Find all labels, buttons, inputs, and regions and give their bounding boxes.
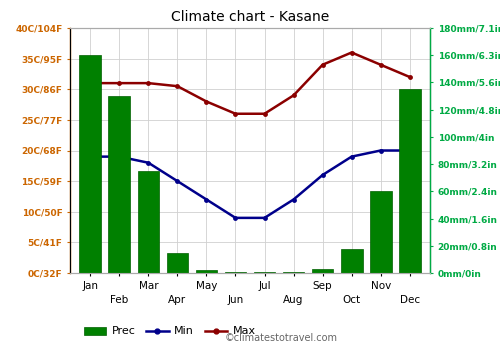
Bar	[399, 89, 420, 273]
Bar	[312, 269, 334, 273]
Bar	[196, 270, 218, 273]
Text: Dec: Dec	[400, 295, 419, 305]
Bar	[108, 96, 130, 273]
Bar	[138, 171, 160, 273]
Legend: Prec, Min, Max: Prec, Min, Max	[79, 322, 260, 341]
Bar	[254, 272, 276, 273]
Text: Oct: Oct	[342, 295, 360, 305]
Bar	[340, 248, 362, 273]
Text: Jun: Jun	[228, 295, 244, 305]
Text: ©climatestotravel.com: ©climatestotravel.com	[225, 333, 338, 343]
Title: Climate chart - Kasane: Climate chart - Kasane	[171, 10, 329, 24]
Text: Aug: Aug	[284, 295, 304, 305]
Bar	[224, 272, 246, 273]
Bar	[282, 272, 304, 273]
Bar	[370, 191, 392, 273]
Bar	[166, 253, 188, 273]
Text: Feb: Feb	[110, 295, 128, 305]
Text: Apr: Apr	[168, 295, 186, 305]
Bar	[80, 55, 101, 273]
